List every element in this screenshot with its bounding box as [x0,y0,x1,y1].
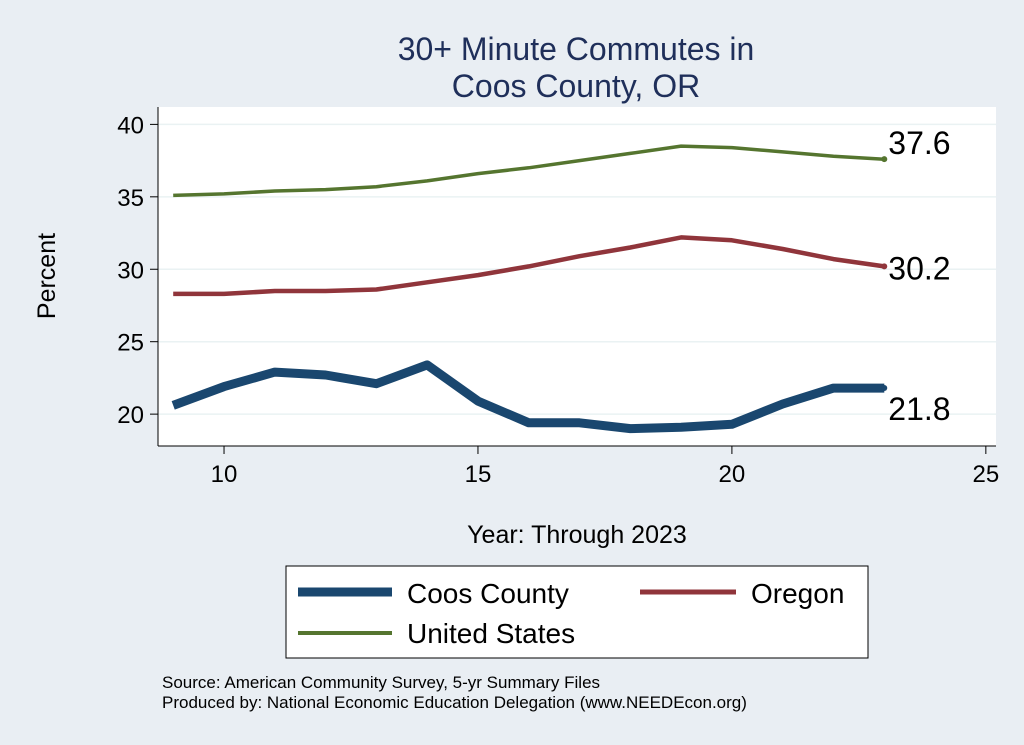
series-line-coos-county [171,360,885,434]
y-tick-label-35: 35 [117,185,144,212]
y-axis-ticks: 20 25 30 35 40 [117,112,158,429]
end-label-united-states: 37.6 [888,125,950,161]
chart-title-line-2: Coos County, OR [452,68,700,104]
end-point-oregon [881,263,888,270]
y-tick-label-30: 30 [117,257,144,284]
series-line-oregon [173,235,885,297]
legend-label-coos-county: Coos County [407,578,569,609]
end-point-united-states [881,156,888,163]
end-point-coos-county [881,385,888,392]
series-layer: 21.8 30.2 37.6 [171,125,951,434]
x-tick-label-25: 25 [972,461,999,488]
chart-title-line-1: 30+ Minute Commutes in [398,31,755,67]
gridlines [158,123,996,415]
x-axis-ticks: 10 15 20 25 [211,446,999,488]
y-tick-label-40: 40 [117,112,144,139]
producer-note: Produced by: National Economic Education… [162,693,747,712]
x-tick-label-20: 20 [719,461,746,488]
y-tick-label-25: 25 [117,330,144,357]
end-label-oregon: 30.2 [888,250,950,286]
legend-box [285,565,869,659]
x-tick-label-10: 10 [211,461,238,488]
y-axis-label: Percent [33,233,61,319]
legend-label-united-states: United States [407,618,575,649]
series-line-united-states [173,144,885,198]
end-label-coos-county: 21.8 [888,391,950,427]
x-axis-label: Year: Through 2023 [467,521,687,549]
source-note: Source: American Community Survey, 5-yr … [162,673,600,692]
x-tick-label-15: 15 [465,461,492,488]
y-tick-label-20: 20 [117,402,144,429]
legend-label-oregon: Oregon [751,578,844,609]
